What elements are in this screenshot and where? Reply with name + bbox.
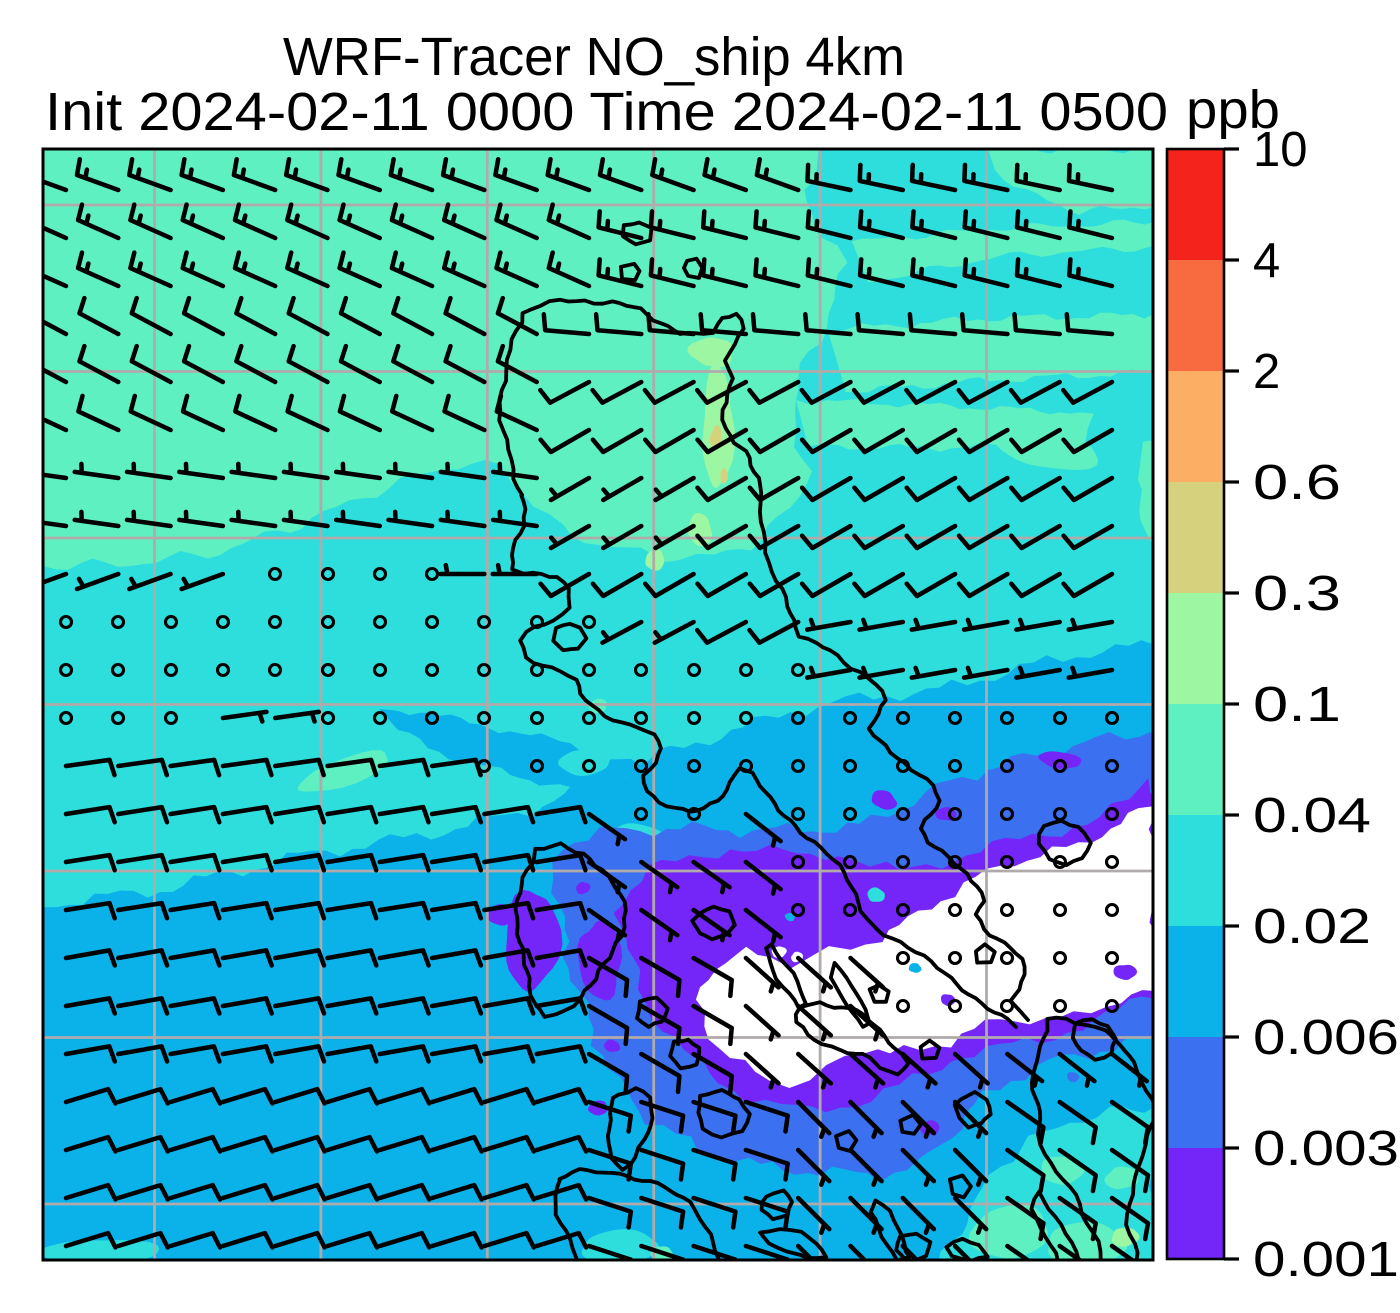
svg-text:2: 2 <box>1253 345 1280 399</box>
svg-text:0.6: 0.6 <box>1253 456 1341 510</box>
svg-text:Init 2024-02-11 0000 Time 2024: Init 2024-02-11 0000 Time 2024-02-11 050… <box>45 82 1168 142</box>
svg-text:0.04: 0.04 <box>1253 789 1371 843</box>
svg-text:4: 4 <box>1253 234 1280 288</box>
svg-text:WRF-Tracer NO_ship 4km: WRF-Tracer NO_ship 4km <box>283 27 905 87</box>
svg-text:0.006: 0.006 <box>1253 1011 1399 1065</box>
svg-text:0.003: 0.003 <box>1253 1122 1399 1176</box>
svg-text:0.1: 0.1 <box>1253 678 1341 732</box>
svg-text:10: 10 <box>1253 123 1308 177</box>
svg-text:0.001: 0.001 <box>1253 1233 1399 1287</box>
svg-text:0.02: 0.02 <box>1253 900 1371 954</box>
svg-text:0.3: 0.3 <box>1253 567 1341 621</box>
svg-text:ppb: ppb <box>1186 80 1280 140</box>
